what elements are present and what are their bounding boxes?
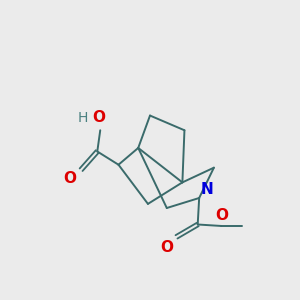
Text: O: O: [215, 208, 228, 223]
Text: O: O: [92, 110, 105, 125]
Text: O: O: [160, 240, 174, 255]
Text: N: N: [201, 182, 213, 196]
Text: H: H: [77, 111, 88, 125]
Text: O: O: [64, 171, 77, 186]
